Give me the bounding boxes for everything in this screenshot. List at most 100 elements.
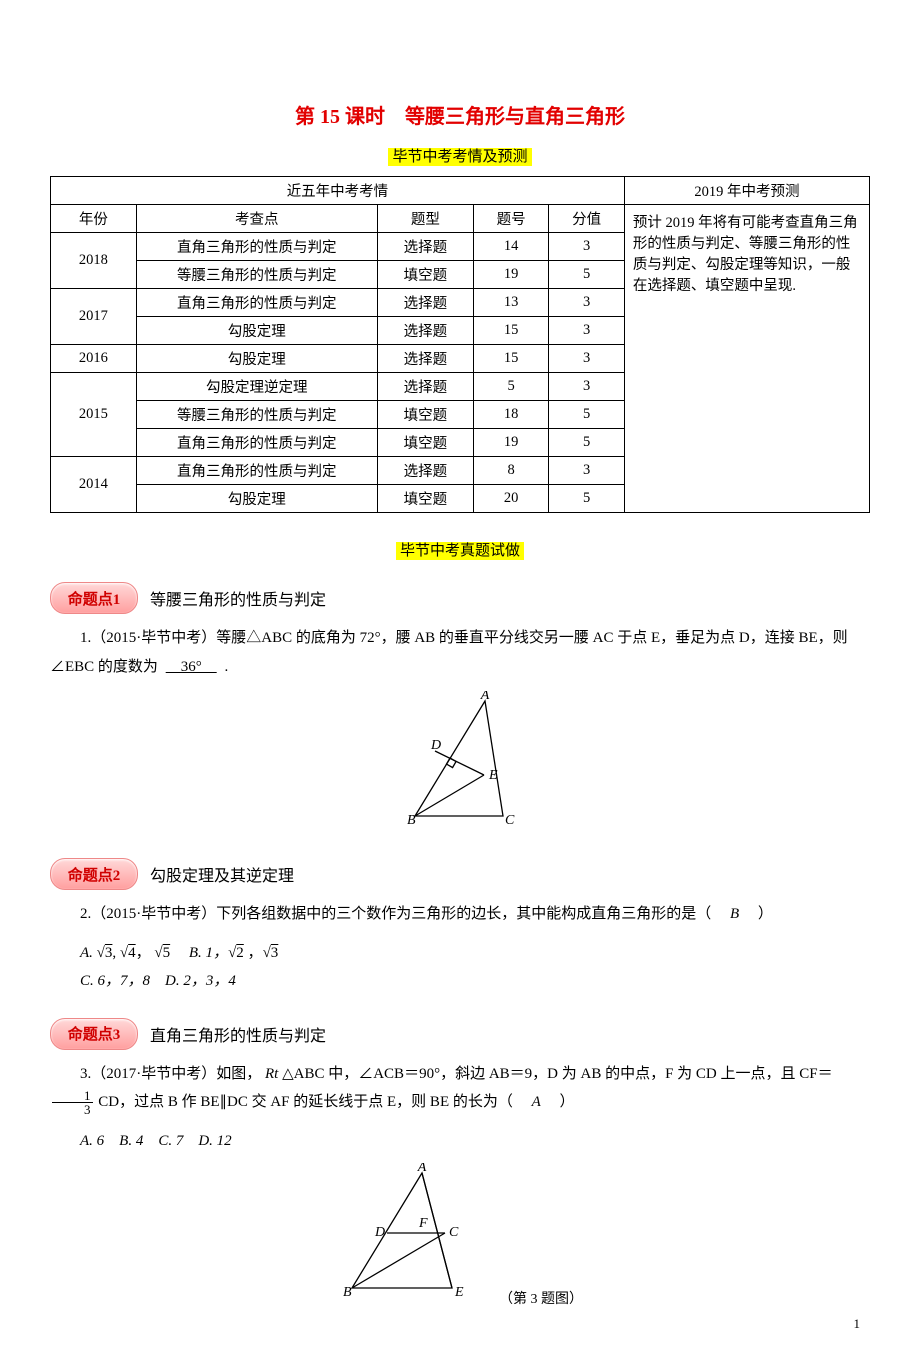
rad-3b: 3 xyxy=(271,945,279,961)
cell-topic: 勾股定理 xyxy=(136,317,377,345)
cell-score: 3 xyxy=(549,233,624,261)
frac-n: 1 xyxy=(52,1089,93,1103)
page-title: 第 15 课时 等腰三角形与直角三角形 xyxy=(50,100,870,129)
question-3: 3.（2017·毕节中考）如图， Rt △ABC 中，∠ACB＝90°，斜边 A… xyxy=(50,1060,870,1117)
cell-type: 填空题 xyxy=(377,261,473,289)
cell-year: 2014 xyxy=(51,457,137,513)
q2-answer: B xyxy=(730,906,739,922)
cell-num: 14 xyxy=(473,233,548,261)
label-B: B xyxy=(343,1285,352,1300)
highlight-exam-info: 毕节中考考情及预测 xyxy=(388,148,531,166)
col-year: 年份 xyxy=(51,205,137,233)
cell-topic: 等腰三角形的性质与判定 xyxy=(136,401,377,429)
topic-badge-3: 命题点3 xyxy=(50,1018,138,1050)
cell-topic: 直角三角形的性质与判定 xyxy=(136,289,377,317)
cell-year: 2018 xyxy=(51,233,137,289)
cell-topic: 勾股定理 xyxy=(136,345,377,373)
topic-badge-1: 命题点1 xyxy=(50,582,138,614)
cell-num: 15 xyxy=(473,317,548,345)
cell-score: 3 xyxy=(549,317,624,345)
cell-num: 20 xyxy=(473,485,548,513)
topic-label-2: 勾股定理及其逆定理 xyxy=(150,862,294,886)
cell-type: 选择题 xyxy=(377,457,473,485)
col-score: 分值 xyxy=(549,205,624,233)
cell-type: 选择题 xyxy=(377,373,473,401)
cell-topic: 勾股定理逆定理 xyxy=(136,373,377,401)
q2-after: ） xyxy=(743,906,773,922)
cell-type: 选择题 xyxy=(377,317,473,345)
topic-label-3: 直角三角形的性质与判定 xyxy=(150,1022,326,1046)
q2-a-label: A. xyxy=(80,945,97,961)
cell-num: 19 xyxy=(473,261,548,289)
cell-score: 3 xyxy=(549,457,624,485)
highlight-past-questions: 毕节中考真题试做 xyxy=(396,542,524,560)
exam-table: 近五年中考考情 2019 年中考预测 年份 考查点 题型 题号 分值 预计 20… xyxy=(50,176,870,513)
cell-score: 3 xyxy=(549,289,624,317)
topic-row-3: 命题点3 直角三角形的性质与判定 xyxy=(50,1018,870,1050)
cell-score: 5 xyxy=(549,485,624,513)
q2-c-sep: ， xyxy=(248,945,263,961)
q3-a: 3.（2017·毕节中考）如图， xyxy=(80,1066,261,1082)
sqrt-icon: √ xyxy=(97,945,105,961)
topic-badge-2: 命题点2 xyxy=(50,858,138,890)
cell-score: 3 xyxy=(549,345,624,373)
label-B: B xyxy=(407,813,416,828)
q3-answer: A xyxy=(532,1094,541,1110)
cell-num: 18 xyxy=(473,401,548,429)
rad-3: 3 xyxy=(105,945,113,961)
q3-c: CD，过点 B 作 BE∥DC 交 AF 的延长线于点 E，则 BE 的长为（ xyxy=(98,1094,528,1110)
table-header-row: 近五年中考考情 2019 年中考预测 xyxy=(51,177,870,205)
sqrt-icon: √ xyxy=(154,945,162,961)
figure-1: A B C D E xyxy=(50,691,870,836)
rad-2: 2 xyxy=(236,945,244,961)
sqrt-icon: √ xyxy=(120,945,128,961)
label-A: A xyxy=(480,691,490,703)
label-A: A xyxy=(417,1163,427,1175)
cell-type: 填空题 xyxy=(377,401,473,429)
label-D: D xyxy=(430,738,441,753)
q3-options: A. 6 B. 4 C. 7 D. 12 xyxy=(50,1127,870,1156)
cell-type: 选择题 xyxy=(377,289,473,317)
cell-type: 选择题 xyxy=(377,345,473,373)
q2-b-label: B. 1， xyxy=(174,945,228,961)
cell-topic: 等腰三角形的性质与判定 xyxy=(136,261,377,289)
fraction-icon: 13 xyxy=(52,1089,93,1116)
cell-topic: 直角三角形的性质与判定 xyxy=(136,429,377,457)
table-cols-row: 年份 考查点 题型 题号 分值 预计 2019 年将有可能考查直角三角形的性质与… xyxy=(51,205,870,233)
cell-type: 选择题 xyxy=(377,233,473,261)
figure-3-caption: （第 3 题图） xyxy=(499,1292,583,1307)
label-D: D xyxy=(374,1225,385,1240)
col-type: 题型 xyxy=(377,205,473,233)
cell-score: 5 xyxy=(549,401,624,429)
q2-text: 2.（2015·毕节中考）下列各组数据中的三个数作为三角形的边长，其中能构成直角… xyxy=(80,906,726,922)
q3-b: △ABC 中，∠ACB＝90°，斜边 AB＝9，D 为 AB 的中点，F 为 C… xyxy=(282,1066,833,1082)
label-E: E xyxy=(488,768,498,783)
q3-d: ） xyxy=(545,1094,575,1110)
cell-topic: 勾股定理 xyxy=(136,485,377,513)
cell-score: 5 xyxy=(549,261,624,289)
cell-type: 填空题 xyxy=(377,429,473,457)
cell-num: 5 xyxy=(473,373,548,401)
question-1: 1.（2015·毕节中考）等腰△ABC 的底角为 72°，腰 AB 的垂直平分线… xyxy=(50,624,870,681)
label-F: F xyxy=(418,1216,428,1231)
frac-d: 3 xyxy=(52,1103,93,1116)
cell-topic: 直角三角形的性质与判定 xyxy=(136,457,377,485)
cell-topic: 直角三角形的性质与判定 xyxy=(136,233,377,261)
page-number: 1 xyxy=(854,1316,861,1332)
forecast-cell: 预计 2019 年将有可能考查直角三角形的性质与判定、等腰三角形的性质与判定、勾… xyxy=(624,205,869,513)
triangle-q3-svg: A B C D E F xyxy=(337,1163,487,1303)
cell-num: 15 xyxy=(473,345,548,373)
cell-type: 填空题 xyxy=(377,485,473,513)
sqrt-icon: √ xyxy=(263,945,271,961)
cell-score: 5 xyxy=(549,429,624,457)
cell-num: 8 xyxy=(473,457,548,485)
topic-label-1: 等腰三角形的性质与判定 xyxy=(150,586,326,610)
q1-answer: 36° xyxy=(162,659,221,675)
cell-num: 19 xyxy=(473,429,548,457)
q3-rt: Rt xyxy=(265,1066,278,1082)
section-past-questions: 毕节中考真题试做 xyxy=(50,539,870,560)
col-num: 题号 xyxy=(473,205,548,233)
cell-year: 2016 xyxy=(51,345,137,373)
cell-num: 13 xyxy=(473,289,548,317)
cell-year: 2017 xyxy=(51,289,137,345)
